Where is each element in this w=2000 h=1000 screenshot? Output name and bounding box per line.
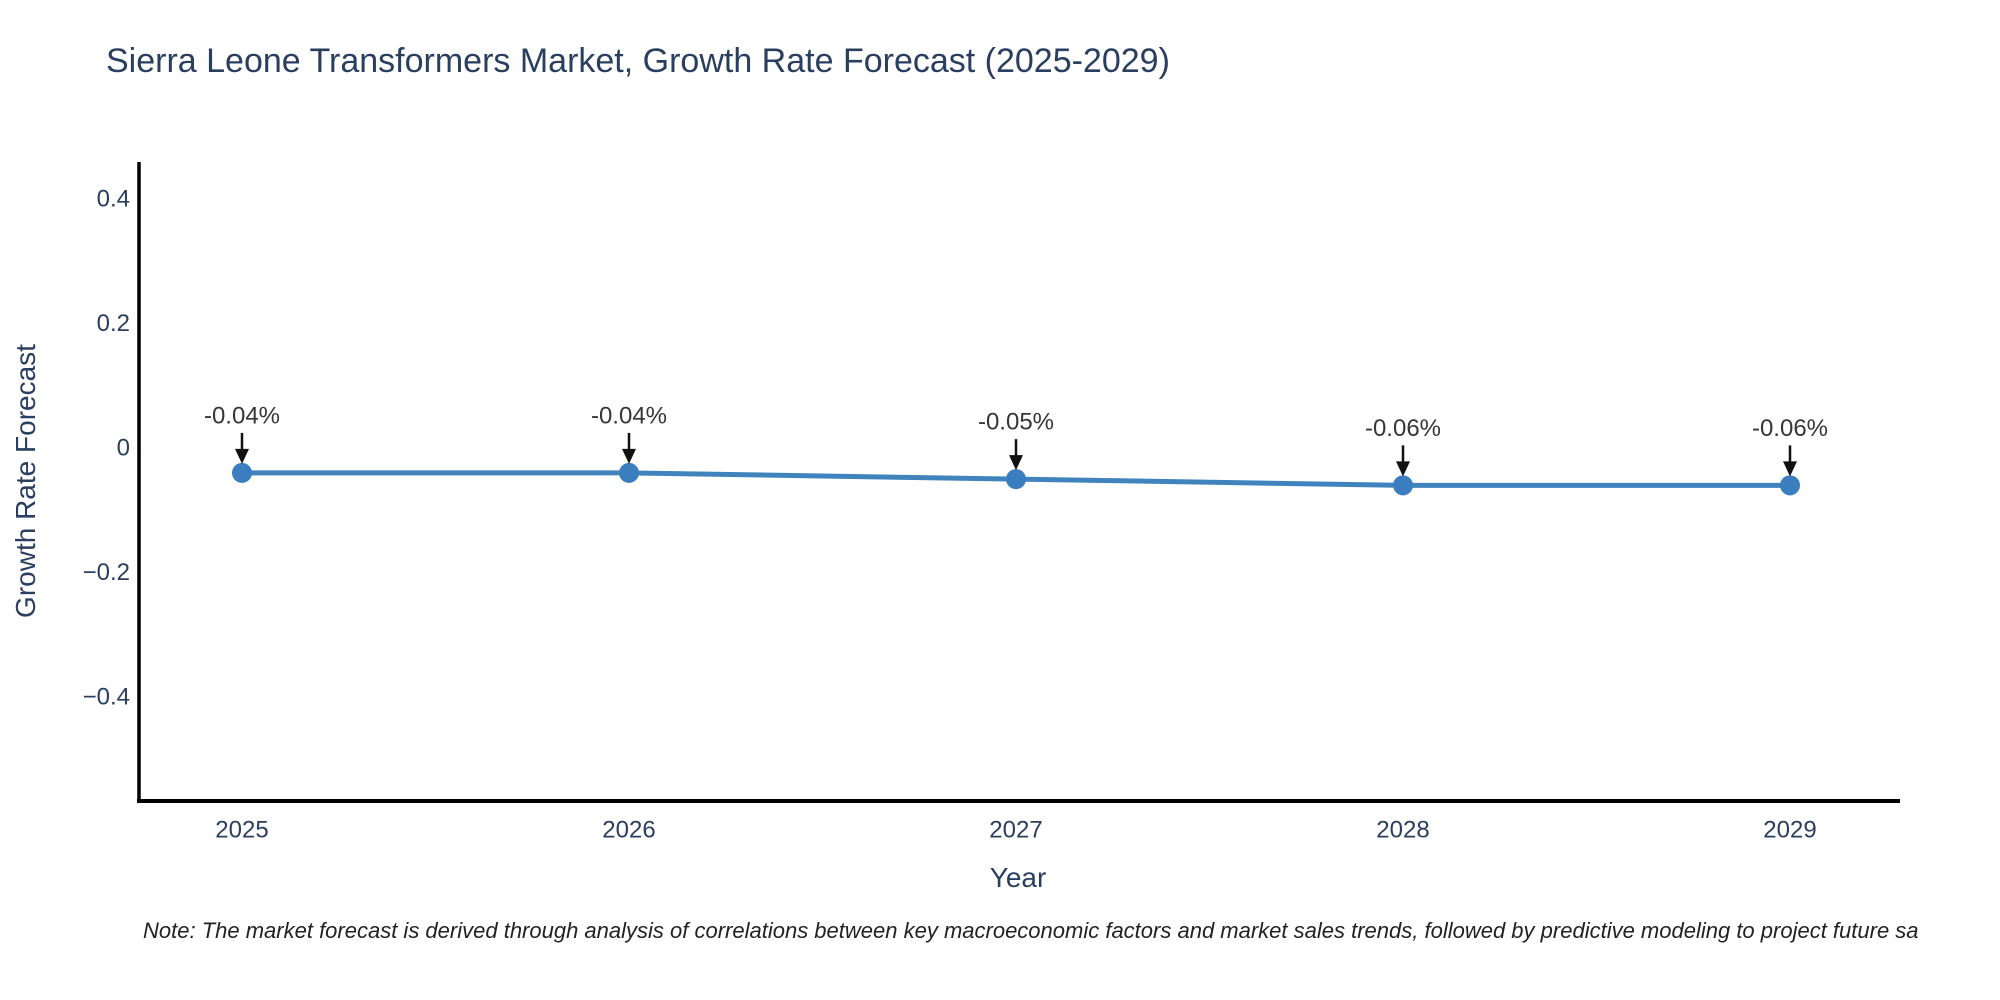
data-point-marker[interactable] (1393, 475, 1413, 496)
footnote: Note: The market forecast is derived thr… (143, 918, 1919, 943)
data-point-marker[interactable] (619, 462, 639, 483)
data-point-label: -0.04% (591, 402, 667, 429)
data-point-label: -0.04% (204, 402, 280, 429)
annotation-arrowhead (235, 448, 249, 464)
y-tick-label: −0.4 (83, 684, 130, 711)
chart-title: Sierra Leone Transformers Market, Growth… (106, 42, 1170, 80)
data-point-marker[interactable] (1780, 475, 1800, 496)
data-point-label: -0.06% (1365, 415, 1441, 442)
data-point-label: -0.05% (978, 409, 1054, 436)
y-tick-label: 0 (117, 435, 130, 462)
y-tick-label: 0.2 (97, 310, 130, 337)
data-point-label: -0.06% (1752, 415, 1828, 442)
annotation-arrowhead (622, 448, 636, 464)
x-tick-label: 2027 (989, 817, 1042, 844)
y-tick-label: 0.4 (97, 186, 130, 213)
x-tick-label: 2025 (215, 817, 268, 844)
y-tick-label: −0.2 (83, 559, 130, 586)
annotation-arrowhead (1783, 461, 1797, 477)
annotation-arrowhead (1009, 455, 1023, 471)
y-axis-title: Growth Rate Forecast (10, 344, 41, 618)
x-tick-label: 2028 (1376, 817, 1429, 844)
data-point-marker[interactable] (1006, 469, 1026, 490)
x-axis-title: Year (989, 862, 1047, 893)
x-tick-label: 2029 (1763, 817, 1816, 844)
annotation-arrowhead (1396, 461, 1410, 477)
data-point-marker[interactable] (232, 462, 252, 483)
x-tick-label: 2026 (602, 817, 655, 844)
